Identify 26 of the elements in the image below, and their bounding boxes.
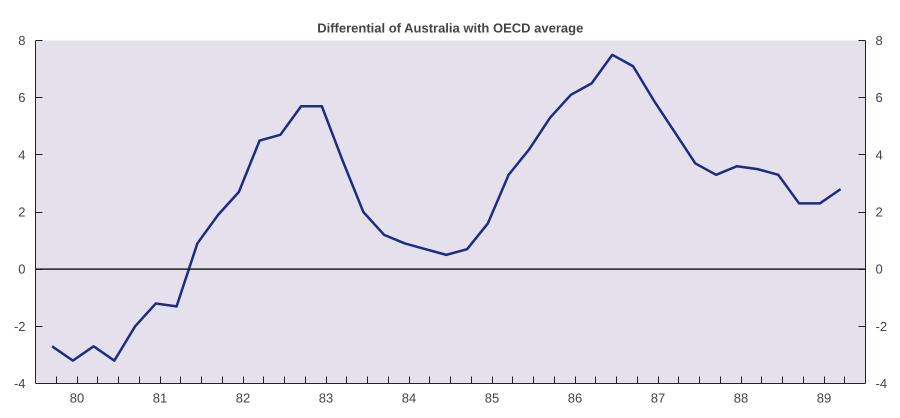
y-tick-label: 2: [18, 204, 26, 220]
x-tick-label: 84: [402, 390, 416, 406]
y2-tick-label: 6: [876, 90, 883, 106]
chart-title: Differential of Australia with OECD average: [317, 20, 584, 36]
x-tick-label: 80: [70, 390, 84, 406]
x-tick-label: 83: [318, 390, 334, 406]
y-tick-label: -4: [14, 376, 26, 391]
x-tick-label: 88: [734, 390, 748, 406]
x-tick-label: 81: [152, 390, 168, 406]
y2-tick-label: -2: [876, 318, 888, 334]
x-tick-label: 89: [816, 390, 832, 406]
y2-tick-label: 4: [876, 147, 883, 162]
x-tick-label: 85: [484, 390, 500, 406]
y-tick-label: -2: [14, 318, 26, 334]
x-tick-label: 82: [236, 390, 250, 406]
y2-tick-label: 0: [876, 262, 883, 277]
y2-tick-label: 2: [876, 204, 883, 220]
line-series: [50, 54, 842, 362]
x-tick-label: 86: [568, 390, 582, 406]
y2-tick-label: 8: [876, 33, 883, 48]
y-tick-label: 0: [18, 262, 26, 277]
y-tick-label: 6: [18, 90, 26, 106]
x-tick-label: 87: [650, 390, 666, 406]
y2-tick-label: -4: [876, 376, 888, 391]
y-tick-label: 4: [18, 147, 26, 162]
y-tick-label: 8: [18, 33, 26, 48]
